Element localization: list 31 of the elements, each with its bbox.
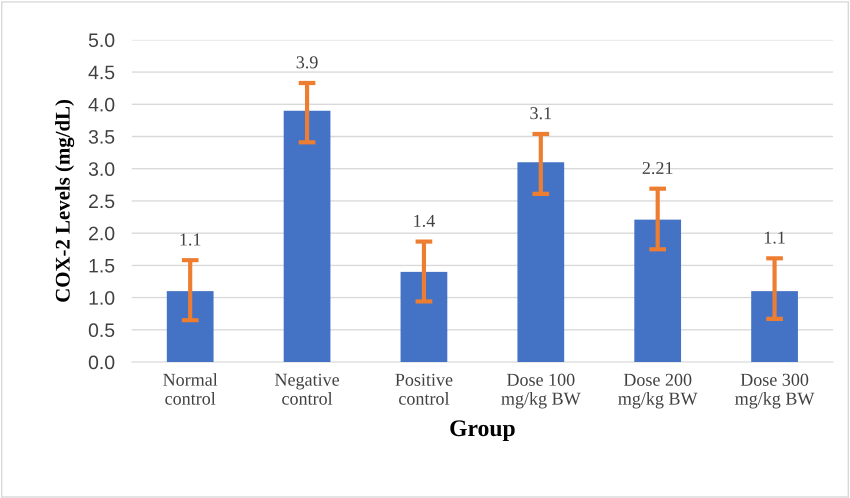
y-tick-label: 5.0 xyxy=(88,33,114,48)
bar xyxy=(517,162,564,362)
y-tick-label: 3.5 xyxy=(88,130,114,144)
x-tick-label: Positive control xyxy=(395,374,452,405)
x-tick-label: Dose 100 mg/kg BW xyxy=(501,374,581,408)
x-tick-label: Normal control xyxy=(163,373,218,405)
y-tick-label: 2.5 xyxy=(89,194,114,208)
bar xyxy=(400,272,448,362)
y-tick-label: 2.0 xyxy=(89,226,114,240)
y-tick-label: 4.0 xyxy=(88,98,114,112)
bar xyxy=(634,220,682,362)
data-label: 1.1 xyxy=(180,234,200,246)
data-label: 1.4 xyxy=(414,214,435,227)
data-label: 3.1 xyxy=(530,107,552,120)
bar xyxy=(166,291,214,362)
y-tick-label: 1.0 xyxy=(90,291,114,305)
data-label: 3.9 xyxy=(296,56,318,68)
x-tick-label: Dose 200 mg/kg BW xyxy=(618,374,698,408)
x-tick-label: Negative control xyxy=(274,374,340,405)
y-axis-title: COX-2 Levels (mg/dL) xyxy=(55,100,74,302)
y-tick-label: 0.5 xyxy=(88,323,114,338)
y-tick-label: 3.0 xyxy=(88,162,114,176)
x-axis-title: Group xyxy=(450,420,515,441)
y-tick-label: 4.5 xyxy=(88,66,114,80)
bar xyxy=(284,110,330,362)
y-tick-label: 1.5 xyxy=(90,259,114,273)
x-tick-label: Dose 300 mg/kg BW xyxy=(735,374,814,408)
data-label: 1.1 xyxy=(764,232,785,244)
bar xyxy=(751,291,798,362)
data-label: 2.21 xyxy=(642,162,672,174)
y-tick-label: 0.0 xyxy=(88,356,114,370)
